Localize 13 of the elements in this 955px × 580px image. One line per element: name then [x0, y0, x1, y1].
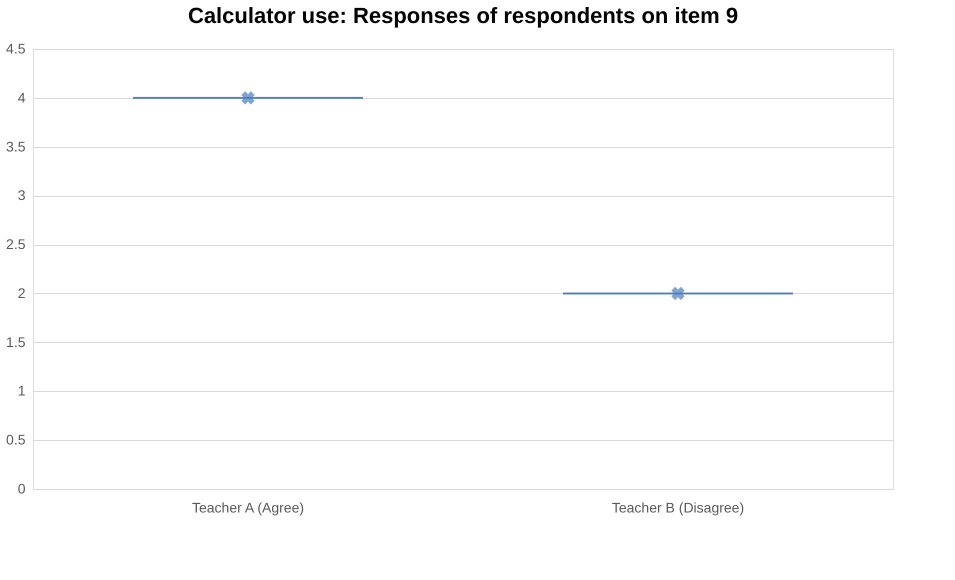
x-tick-label: Teacher A (Agree)	[192, 500, 304, 516]
y-tick-label: 0.5	[6, 432, 26, 448]
y-tick-label: 3.5	[6, 138, 26, 154]
chart-title: Calculator use: Responses of respondents on item 9	[188, 3, 738, 28]
x-tick-label: Teacher B (Disagree)	[612, 500, 744, 516]
y-tick-label: 2.5	[6, 236, 26, 252]
y-tick-label: 1.5	[6, 334, 26, 350]
y-tick-label: 1	[18, 382, 26, 399]
y-tick-label: 4.5	[6, 40, 26, 56]
y-tick-label: 4	[18, 89, 26, 106]
y-tick-label: 3	[18, 187, 26, 204]
y-tick-label: 0	[18, 480, 26, 496]
y-tick-label: 2	[18, 284, 26, 301]
